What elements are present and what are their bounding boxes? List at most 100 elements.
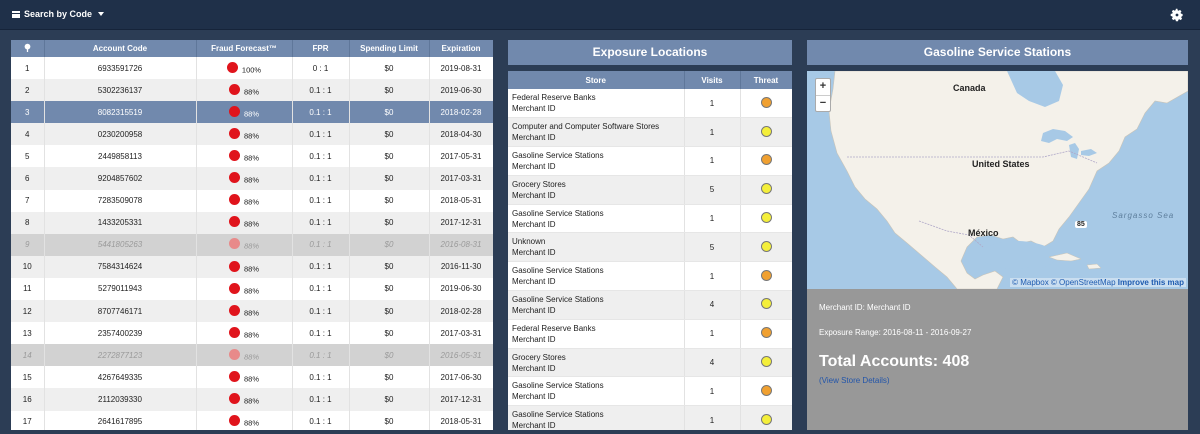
- column-header-expiration[interactable]: Expiration: [429, 40, 493, 57]
- fraud-forecast-value: 88%: [243, 264, 259, 274]
- exposure-row[interactable]: Gasoline Service Stations Merchant ID 1: [508, 146, 792, 176]
- store-merchant-id: Merchant ID: [512, 104, 556, 114]
- store-name: Computer and Computer Software Stores: [512, 122, 660, 132]
- search-by-code-dropdown[interactable]: Search by Code: [12, 9, 105, 19]
- threat-level-icon: [760, 356, 772, 368]
- column-header-visits[interactable]: Visits: [684, 71, 741, 89]
- gear-icon[interactable]: [1170, 8, 1184, 22]
- threat-level-icon: [760, 96, 772, 108]
- row-number: 3: [11, 101, 45, 124]
- store-merchant-id: Merchant ID: [512, 161, 556, 171]
- spending-limit: $0: [349, 167, 430, 190]
- risk-dot-icon: [228, 128, 240, 140]
- spending-limit: $0: [349, 101, 430, 124]
- store-cell: Federal Reserve Banks Merchant ID: [508, 89, 685, 119]
- fraud-forecast-value: 88%: [243, 396, 259, 406]
- visits-count: 1: [684, 117, 741, 148]
- improve-map-link[interactable]: Improve this map: [1117, 278, 1184, 287]
- account-code: 2112039330: [44, 388, 197, 411]
- table-row[interactable]: 3 8082315519 88% 0.1 : 1 $0 2018-02-28: [11, 101, 493, 124]
- table-row[interactable]: 14 2272877123 88% 0.1 : 1 $0 2016-05-31: [11, 344, 493, 367]
- fraud-forecast: 88%: [196, 123, 293, 146]
- table-row[interactable]: 9 5441805263 88% 0.1 : 1 $0 2016-08-31: [11, 233, 493, 256]
- map[interactable]: + − Canada United States México Sargasso…: [807, 71, 1188, 289]
- account-code: 4267649335: [44, 366, 197, 389]
- spending-limit: $0: [349, 145, 430, 168]
- exposure-row[interactable]: Gasoline Service Stations Merchant ID 4: [508, 290, 792, 320]
- row-number: 16: [11, 388, 45, 411]
- threat-level-icon: [760, 413, 772, 425]
- exposure-row[interactable]: Federal Reserve Banks Merchant ID 1: [508, 89, 792, 119]
- fraud-forecast-value: 88%: [243, 418, 259, 428]
- column-header-fraud-forecast[interactable]: Fraud Forecast™: [196, 40, 293, 57]
- spending-limit: $0: [349, 344, 430, 367]
- row-number: 11: [11, 277, 45, 301]
- exposure-row[interactable]: Grocery Stores Merchant ID 4: [508, 348, 792, 378]
- threat-cell: [740, 204, 792, 234]
- threat-level-icon: [760, 327, 772, 339]
- threat-level-icon: [760, 269, 772, 281]
- table-row[interactable]: 17 2641617895 88% 0.1 : 1 $0 2018-05-31: [11, 410, 493, 430]
- column-header-account-code[interactable]: Account Code: [44, 40, 197, 57]
- row-number: 6: [11, 167, 45, 190]
- risk-dot-icon: [228, 216, 240, 228]
- exposure-row[interactable]: Unknown Merchant ID 5: [508, 232, 792, 263]
- table-row[interactable]: 13 2357400239 88% 0.1 : 1 $0 2017-03-31: [11, 322, 493, 345]
- osm-attribution-link[interactable]: © OpenStreetMap: [1050, 278, 1116, 287]
- exposure-row[interactable]: Gasoline Service Stations Merchant ID 1: [508, 204, 792, 234]
- exposure-row[interactable]: Federal Reserve Banks Merchant ID 1: [508, 319, 792, 349]
- spending-limit: $0: [349, 255, 430, 278]
- fpr-value: 0.1 : 1: [292, 145, 350, 168]
- risk-dot-icon: [228, 150, 240, 162]
- expiration-date: 2019-08-31: [429, 57, 493, 80]
- table-row[interactable]: 4 0230200958 88% 0.1 : 1 $0 2018-04-30: [11, 123, 493, 146]
- table-row[interactable]: 16 2112039330 88% 0.1 : 1 $0 2017-12-31: [11, 388, 493, 411]
- map-label-road-85: 85: [1075, 221, 1087, 228]
- fraud-forecast-value: 88%: [243, 109, 259, 119]
- zoom-out-button[interactable]: −: [816, 95, 830, 111]
- account-code: 6933591726: [44, 57, 197, 80]
- table-row[interactable]: 8 1433205331 88% 0.1 : 1 $0 2017-12-31: [11, 211, 493, 234]
- account-code: 0230200958: [44, 123, 197, 146]
- visits-count: 1: [684, 376, 741, 407]
- table-row[interactable]: 1 6933591726 100% 0 : 1 $0 2019-08-31: [11, 57, 493, 80]
- account-code: 2272877123: [44, 344, 197, 367]
- table-row[interactable]: 15 4267649335 88% 0.1 : 1 $0 2017-06-30: [11, 366, 493, 389]
- exposure-row[interactable]: Computer and Computer Software Stores Mer…: [508, 117, 792, 148]
- exposure-row[interactable]: Gasoline Service Stations Merchant ID 1: [508, 261, 792, 292]
- column-header-store[interactable]: Store: [508, 71, 685, 89]
- view-store-details-link[interactable]: (View Store Details): [819, 376, 890, 385]
- exposure-table-container[interactable]: Store Visits Threat Federal Reserve Bank…: [508, 71, 792, 430]
- threat-cell: [740, 232, 792, 263]
- table-row[interactable]: 7 7283509078 88% 0.1 : 1 $0 2018-05-31: [11, 189, 493, 212]
- table-row[interactable]: 10 7584314624 88% 0.1 : 1 $0 2016-11-30: [11, 255, 493, 278]
- fraud-forecast: 88%: [196, 145, 293, 168]
- fpr-value: 0.1 : 1: [292, 322, 350, 345]
- fraud-forecast-value: 88%: [243, 197, 259, 207]
- store-merchant-id: Merchant ID: [512, 219, 556, 229]
- threat-cell: [740, 117, 792, 148]
- column-header-fpr[interactable]: FPR: [292, 40, 350, 57]
- expiration-date: 2019-06-30: [429, 79, 493, 102]
- column-header-spending-limit[interactable]: Spending Limit: [349, 40, 430, 57]
- pin-column-header[interactable]: [11, 40, 45, 57]
- store-cell: Gasoline Service Stations Merchant ID: [508, 146, 685, 176]
- station-info: Merchant ID: Merchant ID Exposure Range:…: [807, 289, 1188, 430]
- zoom-in-button[interactable]: +: [819, 80, 827, 92]
- table-row[interactable]: 5 2449858113 88% 0.1 : 1 $0 2017-05-31: [11, 145, 493, 168]
- fpr-value: 0.1 : 1: [292, 123, 350, 146]
- table-row[interactable]: 11 5279011943 88% 0.1 : 1 $0 2019-06-30: [11, 277, 493, 301]
- risk-dot-icon: [228, 415, 240, 427]
- column-header-threat[interactable]: Threat: [740, 71, 792, 89]
- exposure-row[interactable]: Gasoline Service Stations Merchant ID 1: [508, 405, 792, 430]
- store-name: Gasoline Service Stations: [512, 410, 604, 420]
- exposure-row[interactable]: Gasoline Service Stations Merchant ID 1: [508, 376, 792, 407]
- mapbox-attribution-link[interactable]: © Mapbox: [1012, 278, 1049, 287]
- table-row[interactable]: 2 5302236137 88% 0.1 : 1 $0 2019-06-30: [11, 79, 493, 102]
- table-row[interactable]: 12 8707746171 88% 0.1 : 1 $0 2018-02-28: [11, 300, 493, 323]
- store-name: Gasoline Service Stations: [512, 150, 604, 160]
- table-row[interactable]: 6 9204857602 88% 0.1 : 1 $0 2017-03-31: [11, 167, 493, 190]
- account-code: 5279011943: [44, 277, 197, 301]
- exposure-row[interactable]: Grocery Stores Merchant ID 5: [508, 175, 792, 205]
- map-label-united-states: United States: [972, 159, 1030, 169]
